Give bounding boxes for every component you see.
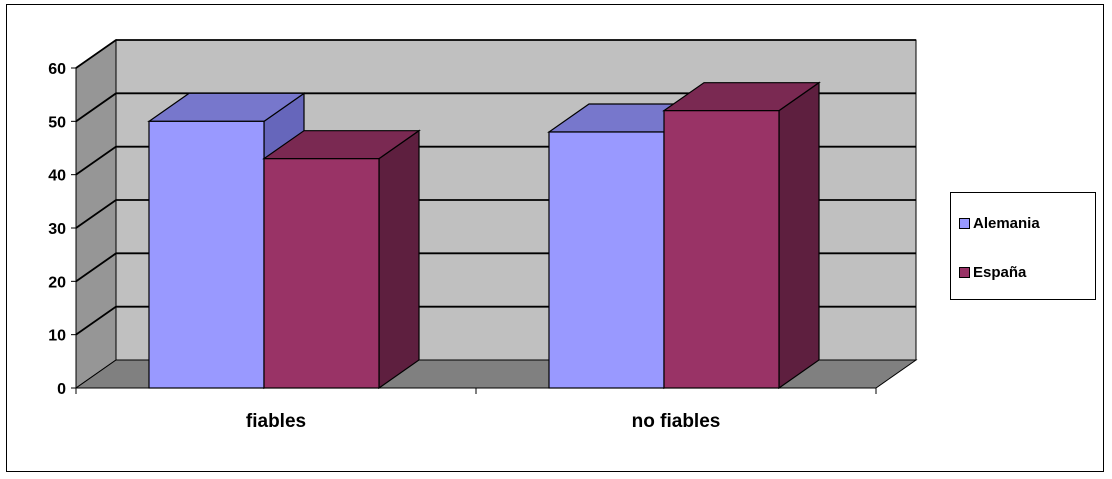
legend-label-alemania: Alemania bbox=[973, 215, 1040, 232]
bar-side-espana bbox=[778, 81, 820, 390]
bar-espana-no-fiables bbox=[663, 110, 780, 389]
gridline bbox=[75, 92, 916, 123]
x-category-label: fiables bbox=[246, 411, 306, 432]
legend-item-alemania: Alemania bbox=[959, 215, 1040, 232]
x-category-label: no fiables bbox=[632, 411, 721, 432]
gridline bbox=[75, 39, 916, 69]
legend-swatch-alemania bbox=[959, 218, 970, 229]
bar-espana-fiables bbox=[263, 158, 380, 389]
y-tick-label: 10 bbox=[48, 328, 66, 345]
bar-side-espana bbox=[378, 129, 420, 390]
y-tick-label: 40 bbox=[48, 168, 66, 185]
y-tick-label: 60 bbox=[48, 61, 66, 78]
legend: Alemania España bbox=[950, 192, 1096, 300]
legend-label-espana: España bbox=[973, 264, 1027, 281]
y-tick-label: 30 bbox=[48, 221, 66, 238]
legend-swatch-espana bbox=[959, 267, 970, 278]
legend-item-espana: España bbox=[959, 264, 1026, 281]
y-tick-label: 50 bbox=[48, 114, 66, 131]
bar-alemania-fiables bbox=[148, 120, 265, 389]
bar-alemania-no-fiables bbox=[548, 131, 665, 389]
y-tick-label: 20 bbox=[48, 274, 66, 291]
y-tick-label: 0 bbox=[57, 381, 66, 398]
